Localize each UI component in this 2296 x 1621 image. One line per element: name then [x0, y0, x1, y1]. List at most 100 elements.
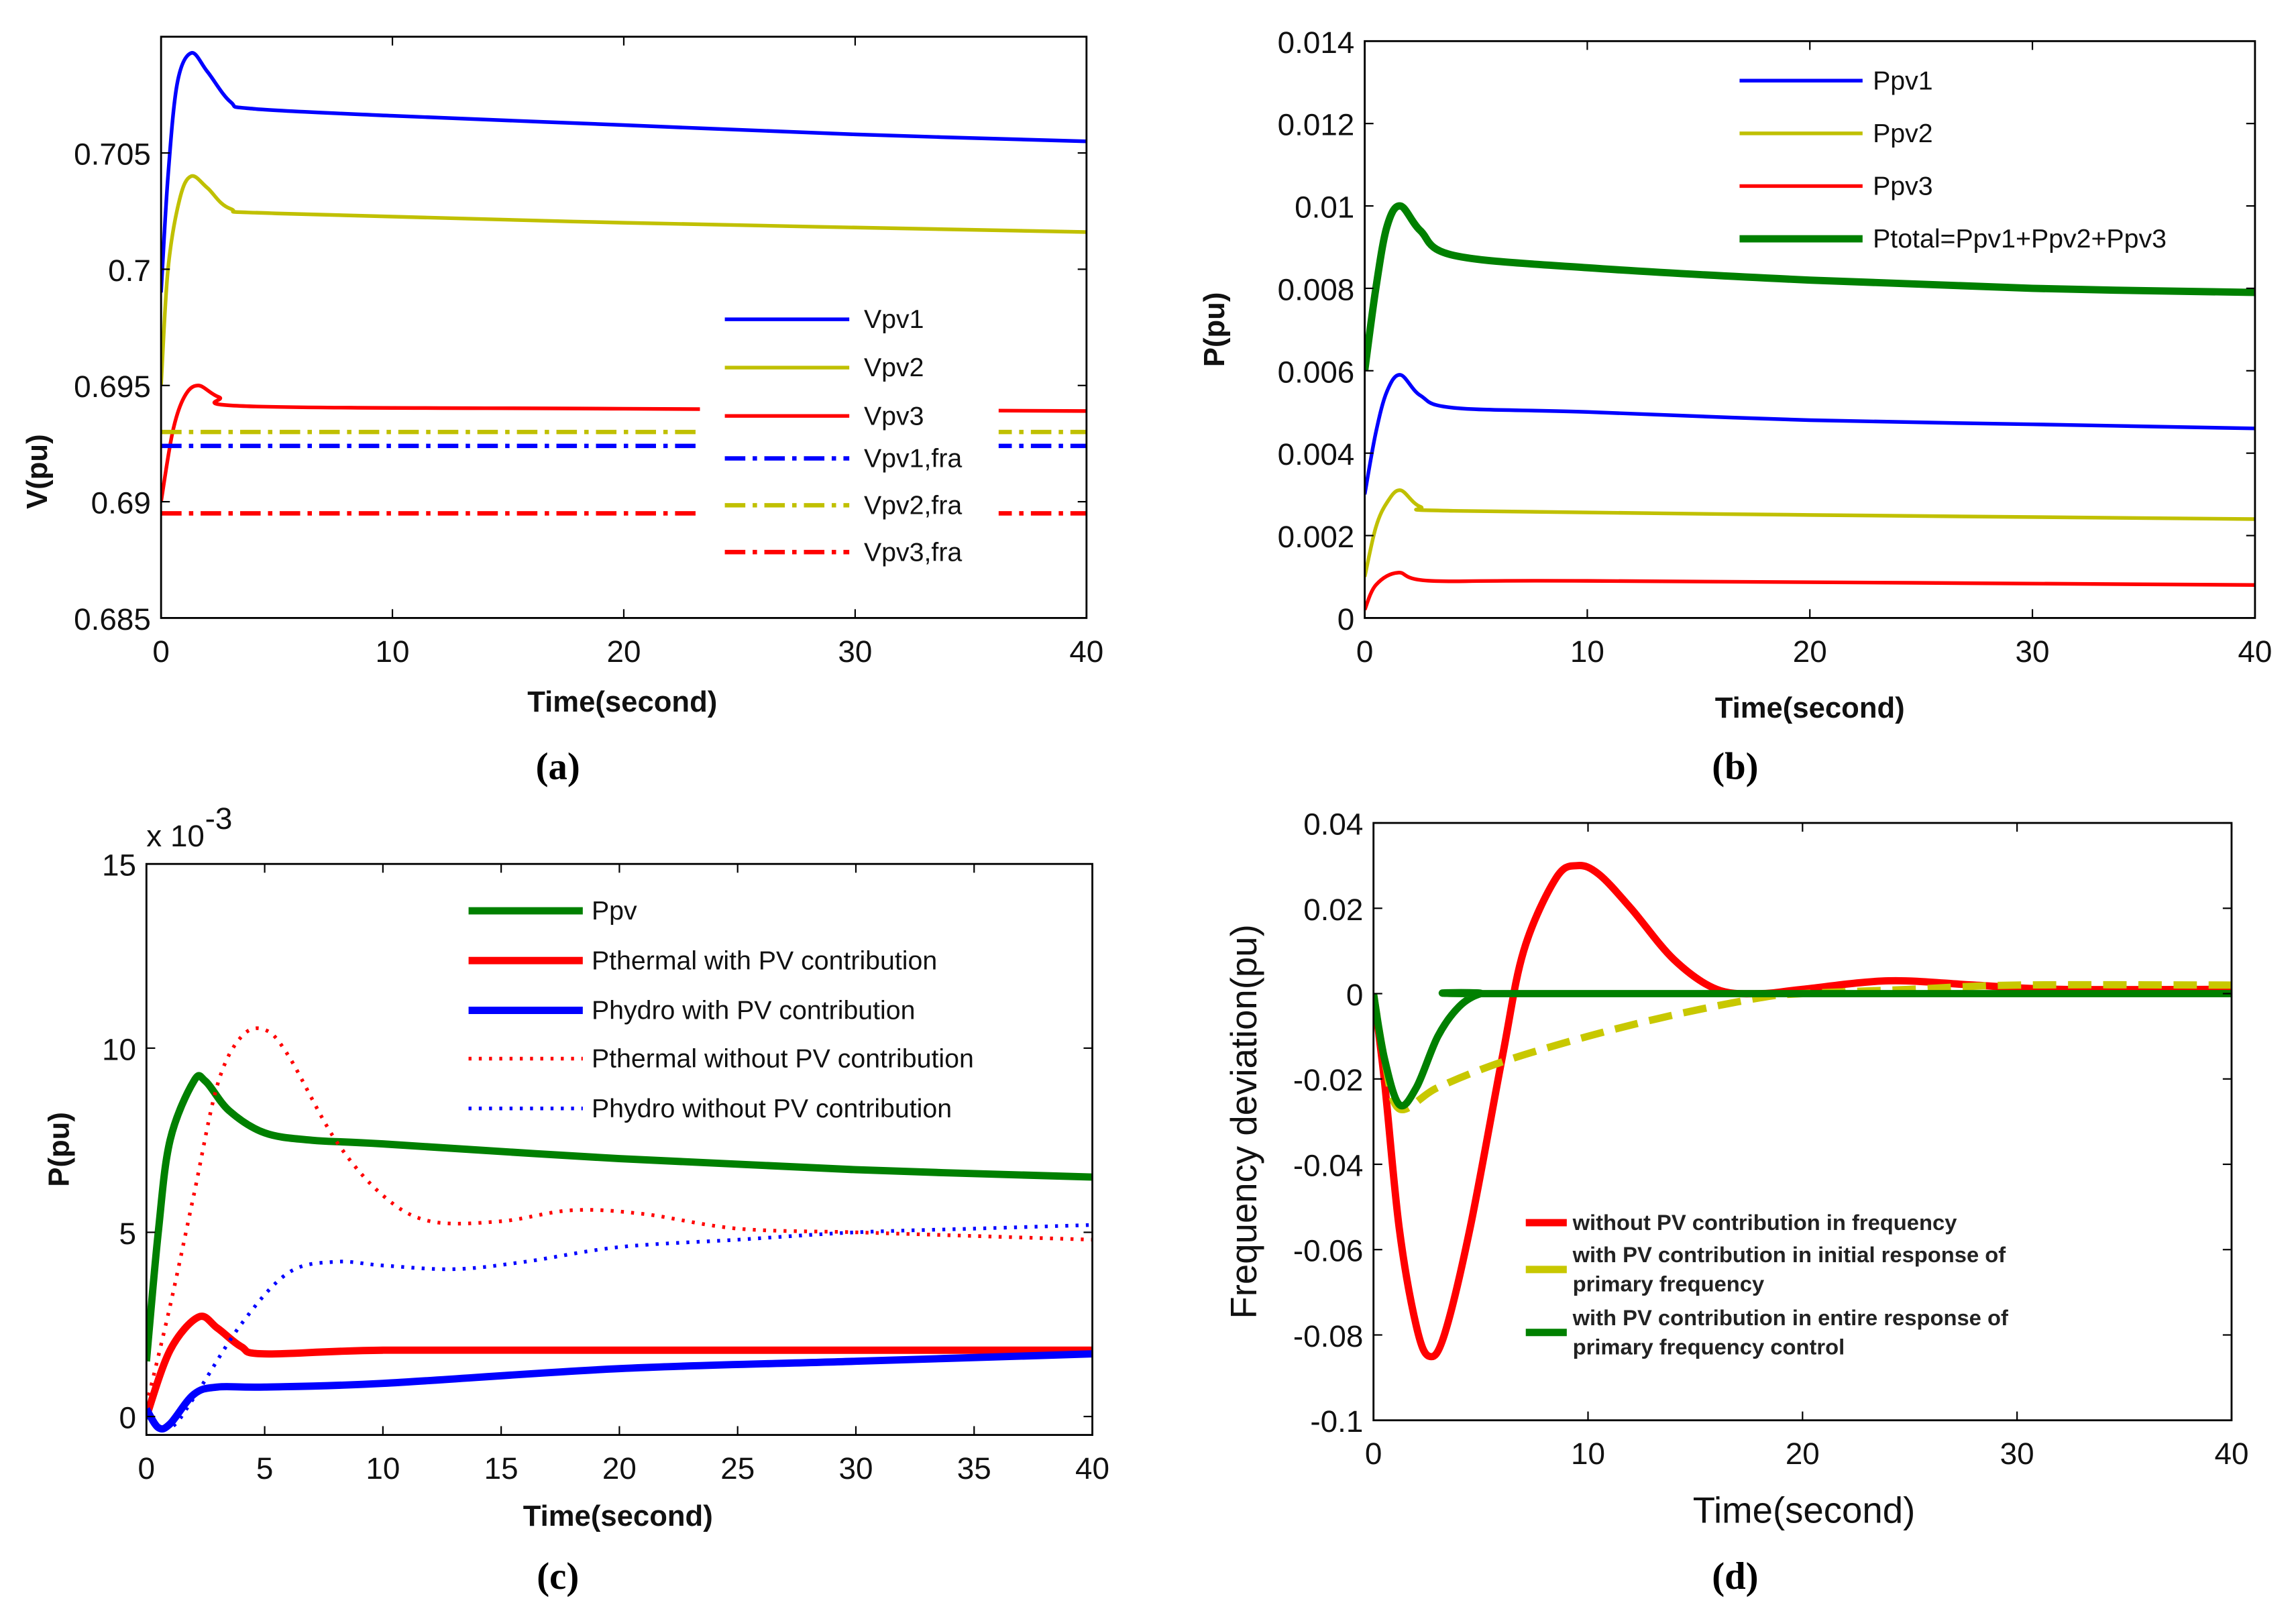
- y-axis-label: P(pu): [1198, 292, 1231, 368]
- y-axis-label: V(pu): [21, 434, 54, 509]
- x-tick-label: 10: [376, 634, 410, 669]
- series-line-without-pv-contribution-in-frequency: [1373, 862, 2232, 1361]
- legend-label: Vpv3: [864, 401, 924, 431]
- x-tick-label: 10: [1571, 1437, 1605, 1471]
- y-tick-label: 0.01: [1295, 190, 1354, 225]
- x-tick-label: 40: [1075, 1451, 1109, 1486]
- x-tick-label: 10: [366, 1451, 400, 1486]
- y-tick-label: 0.008: [1278, 272, 1355, 306]
- chart-panel-a: Vpv1 Vpv2 Vpv3 Vpv1,fra Vpv2,fra Vpv3,fra 0 10 2…: [21, 36, 1103, 788]
- legend-label: Vpv2: [864, 353, 924, 382]
- x-tick-label: 0: [1365, 1437, 1382, 1471]
- legend-label: with PV contribution in initial response…: [1572, 1242, 2006, 1267]
- series-line-ptotal-ppv1-ppv2-ppv3: [1364, 202, 2255, 372]
- series-line-phydro-with-pv-contribution: [146, 1350, 1093, 1433]
- y-axis-label: P(pu): [43, 1112, 76, 1187]
- x-tick-label: 0: [152, 634, 170, 669]
- legend: without PV contribution in frequency with…: [1525, 1210, 2008, 1359]
- series-line-vpv1: [161, 51, 1087, 293]
- legend-label: Vpv3,fra: [864, 537, 962, 567]
- y-tick-label: 0.695: [74, 370, 151, 404]
- series-line-pthermal-with-pv-contribution: [146, 1312, 1093, 1418]
- series-line-phydro-without-pv-contribution: [146, 1223, 1093, 1430]
- legend-label: Phydro with PV contribution: [592, 996, 916, 1025]
- y-tick-label: 0: [1346, 978, 1364, 1012]
- y-tick-label: 5: [119, 1217, 137, 1251]
- x-tick-label: 10: [1570, 634, 1604, 669]
- chart-panel-b: Ppv1 Ppv2 Ppv3 Ptotal=Ppv1+Ppv2+Ppv3 0 10 20 30…: [1198, 25, 2272, 788]
- y-tick-label: 0.7: [108, 254, 151, 288]
- x-tick-label: 30: [838, 1451, 873, 1486]
- y-tick-label: 0.006: [1278, 355, 1355, 389]
- x-tick-label: 20: [1786, 1437, 1820, 1471]
- y-tick-label: 10: [102, 1032, 136, 1066]
- x-tick-label: 40: [1069, 634, 1103, 669]
- series-line-ppv2: [1364, 488, 2255, 577]
- legend-label: Vpv1,fra: [864, 444, 962, 473]
- x-axis-label: Time(second): [527, 685, 717, 718]
- x-tick-label: 30: [2000, 1437, 2034, 1471]
- x-tick-label: 15: [484, 1451, 518, 1486]
- legend: Vpv1 Vpv2 Vpv3 Vpv1,fra Vpv2,fra Vpv3,fra: [700, 292, 999, 574]
- x-axis-label: Time(second): [523, 1500, 713, 1532]
- series-line-vpv2: [161, 174, 1087, 386]
- panel-caption: (c): [537, 1555, 579, 1598]
- series-line-with-pv-contribution-in-entire-response-of-primary-frequency-control: [1373, 989, 2232, 1110]
- series-line-ppv1: [1364, 373, 2255, 495]
- y-tick-label: -0.02: [1293, 1063, 1363, 1097]
- y-tick-label: 0.02: [1303, 893, 1363, 927]
- y-tick-label: 0.705: [74, 137, 151, 172]
- y-tick-label: -0.04: [1293, 1148, 1363, 1182]
- legend-label: Ppv: [592, 896, 637, 926]
- y-axis-label: Frequency deviation(pu): [1223, 924, 1264, 1319]
- legend-label: primary frequency control: [1573, 1334, 1845, 1359]
- y-tick-label: 0.002: [1278, 520, 1355, 554]
- legend-label: Ppv1: [1873, 66, 1933, 95]
- y-tick-label: -0.06: [1293, 1234, 1363, 1268]
- x-tick-label: 0: [138, 1451, 156, 1486]
- y-tick-label: 0.69: [91, 486, 151, 520]
- x-tick-label: 20: [602, 1451, 637, 1486]
- x-tick-label: 30: [838, 634, 872, 669]
- x-tick-label: 30: [2016, 634, 2050, 669]
- legend-label: Ptotal=Ppv1+Ppv2+Ppv3: [1873, 224, 2167, 254]
- legend-label: Vpv1: [864, 304, 924, 334]
- y-tick-label: 0.04: [1303, 807, 1363, 842]
- y-tick-label: -0.08: [1293, 1319, 1363, 1353]
- legend-background: [700, 292, 999, 574]
- legend: Ppv1 Ppv2 Ppv3 Ptotal=Ppv1+Ppv2+Ppv3: [1739, 66, 2167, 254]
- legend-label: primary frequency: [1573, 1272, 1765, 1296]
- x-tick-label: 5: [256, 1451, 274, 1486]
- y-tick-label: 0.014: [1278, 25, 1355, 60]
- legend-label: Pthermal with PV contribution: [592, 946, 937, 975]
- axes-box: [1364, 40, 2256, 619]
- x-tick-label: 40: [2214, 1437, 2248, 1471]
- panel-caption: (b): [1712, 746, 1758, 788]
- legend-label: Ppv2: [1873, 119, 1933, 148]
- x-tick-label: 20: [1793, 634, 1827, 669]
- panel-caption: (d): [1712, 1555, 1758, 1598]
- series-line-ppv3: [1364, 571, 2255, 611]
- x-tick-label: 20: [606, 634, 641, 669]
- axes-box: [1372, 822, 2233, 1422]
- x-tick-label: 25: [720, 1451, 755, 1486]
- y-tick-label: 0: [119, 1401, 137, 1435]
- y-multiplier: x 10: [146, 819, 205, 853]
- chart-panel-c: Ppv Pthermal with PV contribution Phydro w…: [43, 801, 1109, 1598]
- y-tick-label: 0: [1337, 602, 1354, 636]
- y-tick-label: 0.012: [1278, 108, 1355, 142]
- x-tick-label: 40: [2238, 634, 2272, 669]
- y-tick-label: 0.004: [1278, 437, 1355, 471]
- legend-label: with PV contribution in entire response …: [1572, 1305, 2008, 1330]
- x-axis-label: Time(second): [1715, 691, 1905, 724]
- legend-label: Phydro without PV contribution: [592, 1094, 952, 1123]
- y-tick-label: -0.1: [1310, 1404, 1363, 1439]
- y-tick-label: 15: [102, 848, 136, 883]
- legend-label: Pthermal without PV contribution: [592, 1044, 974, 1074]
- legend-label: Ppv3: [1873, 172, 1933, 201]
- x-tick-label: 0: [1356, 634, 1374, 669]
- y-tick-label: 0.685: [74, 602, 151, 636]
- chart-panel-d: without PV contribution in frequency with…: [1223, 807, 2248, 1598]
- legend-label: Vpv2,fra: [864, 490, 962, 520]
